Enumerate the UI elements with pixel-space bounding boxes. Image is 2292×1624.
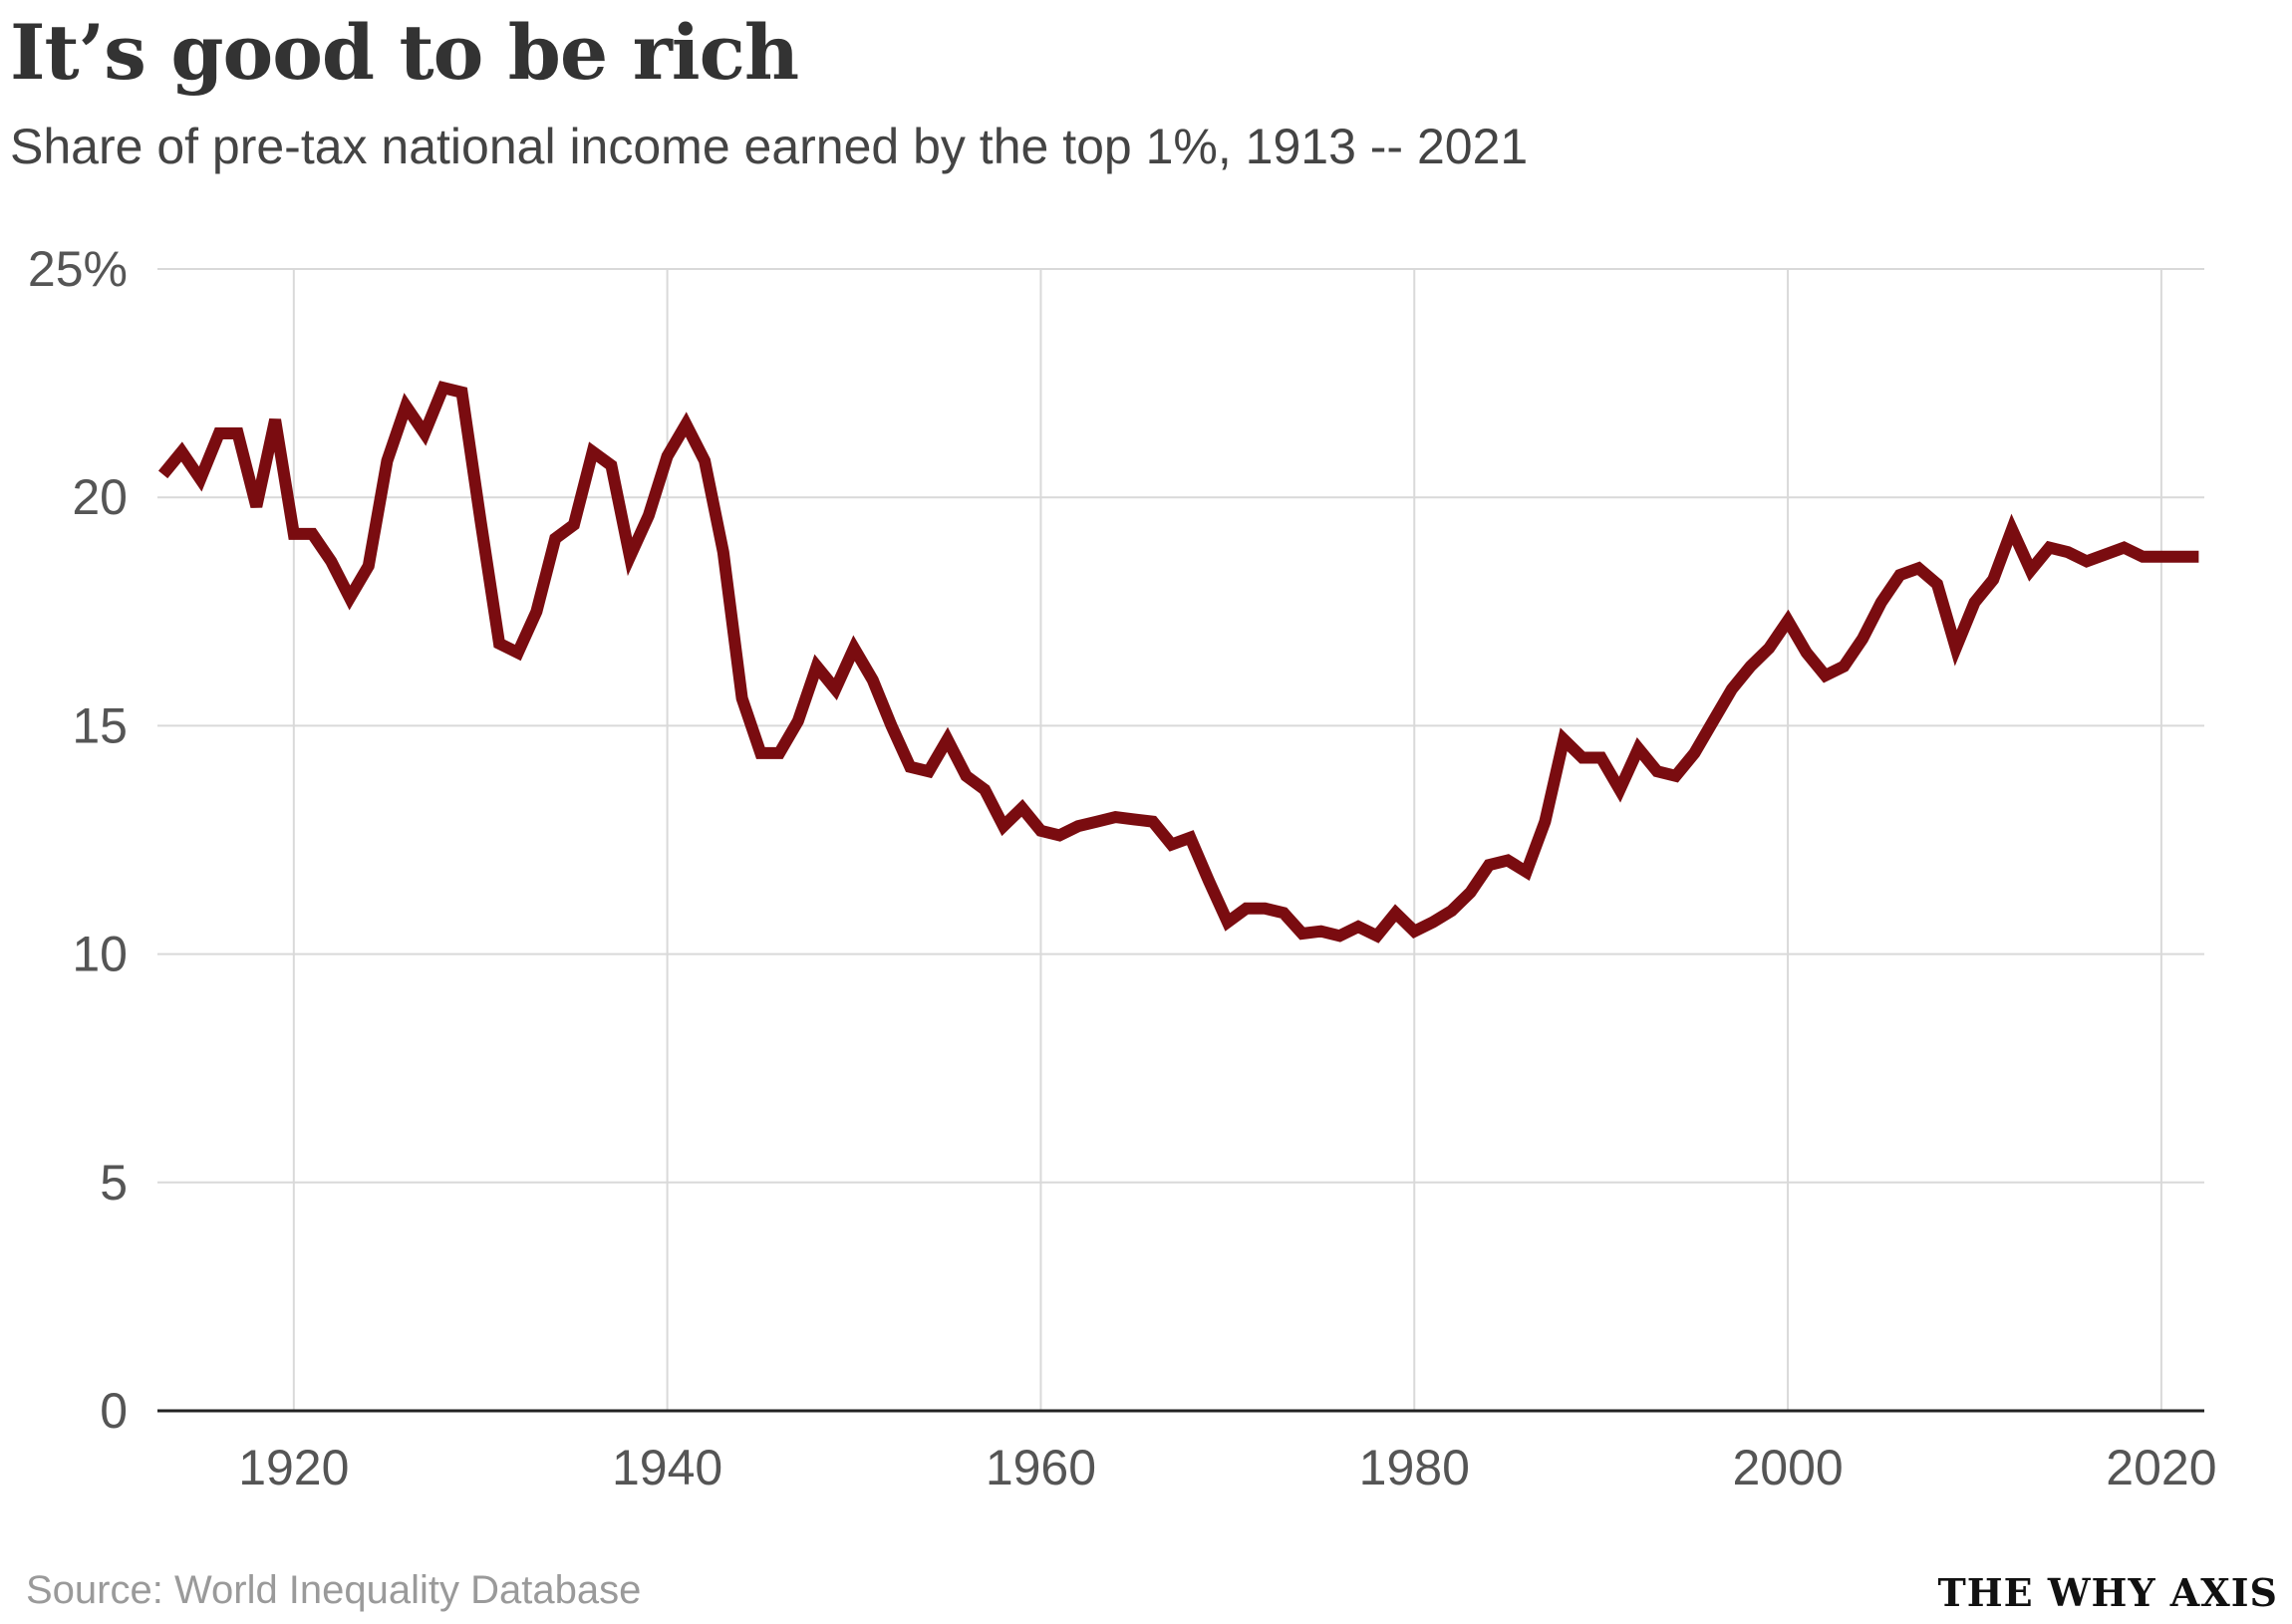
x-tick-label: 1920	[238, 1440, 349, 1495]
series-layer	[157, 381, 2199, 944]
y-tick-label: 25%	[28, 241, 128, 297]
chart-title: It’s good to be rich	[10, 8, 799, 97]
line-chart: 1920 1940 1960 1980 2000 2020 0 5 10 15 20 25%	[28, 241, 2217, 1495]
brand-logo: THE WHY AXIS	[1937, 1570, 2278, 1615]
y-axis: 0 5 10 15 20 25%	[28, 241, 128, 1439]
source-note: Source: World Inequality Database	[26, 1568, 642, 1612]
x-tick-label: 2020	[2106, 1440, 2216, 1495]
x-axis: 1920 1940 1960 1980 2000 2020	[157, 1409, 2217, 1495]
y-tick-label: 0	[100, 1383, 128, 1439]
x-tick-label: 1980	[1359, 1440, 1470, 1495]
y-tick-label: 10	[72, 927, 128, 982]
series-line	[157, 381, 2199, 944]
y-tick-label: 5	[100, 1155, 128, 1211]
grid-lines	[157, 268, 2204, 1411]
y-tick-label: 20	[72, 469, 128, 525]
x-tick-label: 1940	[612, 1440, 722, 1495]
x-tick-label: 1960	[986, 1440, 1096, 1495]
x-tick-label: 2000	[1732, 1440, 1843, 1495]
y-tick-label: 15	[72, 697, 128, 753]
chart-subtitle: Share of pre-tax national income earned …	[10, 119, 1529, 174]
